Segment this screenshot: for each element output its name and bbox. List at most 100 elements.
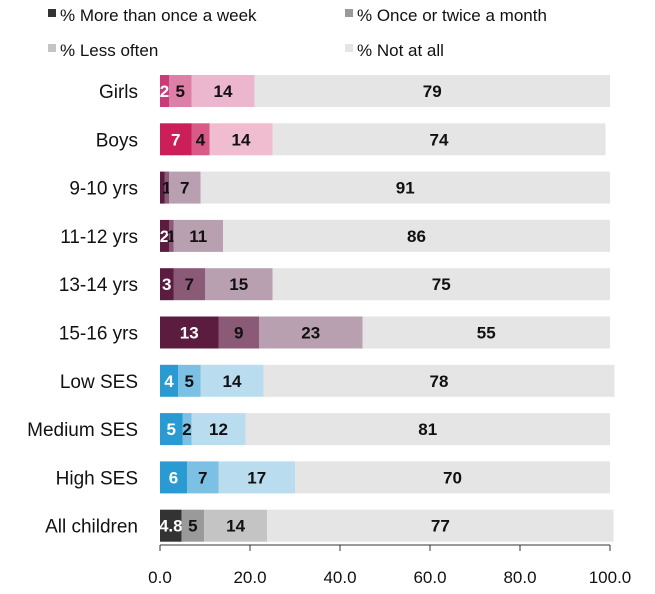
data-label: 7 <box>180 179 189 198</box>
x-tick-label: 40.0 <box>323 568 356 587</box>
x-tick-label: 20.0 <box>233 568 266 587</box>
bar-segment <box>218 461 295 494</box>
x-tick-label: 80.0 <box>503 568 536 587</box>
bar-segment <box>272 268 610 301</box>
data-label: 14 <box>232 130 251 149</box>
bar-segment <box>181 509 205 542</box>
legend: % More than once a week % Once or twice a… <box>48 6 547 60</box>
category-label: 15-16 yrs <box>59 324 138 345</box>
bar-segment <box>160 219 169 252</box>
bar-segment <box>160 123 192 156</box>
data-label: 11 <box>189 227 207 246</box>
x-tick-label: 100.0 <box>589 568 632 587</box>
data-label: 14 <box>223 372 242 391</box>
data-label: 5 <box>188 517 197 536</box>
data-label: 14 <box>226 517 245 536</box>
data-label: 7 <box>185 275 194 294</box>
bar-segment <box>169 171 201 204</box>
bar-segment <box>259 316 363 349</box>
x-axis: 0.0 20.0 40.0 60.0 80.0 100.0 <box>148 544 632 587</box>
category-label: All children <box>45 517 138 538</box>
data-label: 5 <box>167 420 176 439</box>
data-label: 78 <box>430 372 449 391</box>
bar-segment <box>169 219 174 252</box>
bar-segment <box>173 219 223 252</box>
bar-segment <box>178 364 201 397</box>
category-label: Boys <box>96 130 138 151</box>
category-label: 13-14 yrs <box>59 275 138 296</box>
bar-segment <box>160 461 187 494</box>
data-label: 1 <box>167 227 176 246</box>
bar-segment <box>362 316 610 349</box>
legend-entry: % Once or twice a month <box>357 6 547 25</box>
x-tick-label: 0.0 <box>148 568 172 587</box>
bar-segment <box>191 75 255 107</box>
bar-segment <box>191 413 246 446</box>
bar-segment <box>267 509 614 542</box>
bar-segment <box>160 364 178 397</box>
bar-segment <box>160 316 219 349</box>
data-label: 15 <box>229 275 248 294</box>
legend-swatch <box>345 9 353 17</box>
bar-segment <box>191 123 210 156</box>
category-labels: Girls Boys 9-10 yrs 11-12 yrs 13-14 yrs 15-16… <box>27 82 138 538</box>
x-tick-label: 60.0 <box>413 568 446 587</box>
bar-segment <box>173 268 205 301</box>
data-label: 86 <box>407 227 426 246</box>
bar-segment <box>164 171 169 204</box>
bar-segment <box>223 219 610 252</box>
legend-entry: % More than once a week <box>60 6 257 25</box>
bar-segment <box>295 461 610 494</box>
category-label: 11-12 yrs <box>60 227 138 248</box>
data-label: 4.8 <box>159 517 183 536</box>
bar-segment <box>272 123 606 156</box>
bar-segment <box>204 509 268 542</box>
category-label: Girls <box>99 82 138 103</box>
data-label: 5 <box>185 372 194 391</box>
bar-segment <box>160 171 165 204</box>
category-label: Medium SES <box>27 420 138 441</box>
data-label: 7 <box>198 468 207 487</box>
bar-segment <box>160 413 183 446</box>
data-label: 4 <box>196 130 206 149</box>
data-label: 4 <box>164 372 174 391</box>
bar-segment <box>200 171 610 204</box>
bar-segment <box>200 364 264 397</box>
data-label: 70 <box>443 468 462 487</box>
data-label: 12 <box>209 420 228 439</box>
data-label: 77 <box>431 517 450 536</box>
legend-swatch <box>48 44 56 52</box>
bar-segment <box>187 461 219 494</box>
data-label: 81 <box>418 420 437 439</box>
data-label: 75 <box>432 275 451 294</box>
data-label: 2 <box>160 82 169 101</box>
data-label: 2 <box>182 420 191 439</box>
bar-segment <box>209 123 273 156</box>
data-label: 55 <box>477 324 496 343</box>
data-label: 74 <box>430 130 449 149</box>
bar-segment <box>218 316 259 349</box>
bar-segment <box>205 268 273 301</box>
bar-segment <box>160 509 182 542</box>
data-label: 3 <box>162 275 171 294</box>
bar-segment <box>182 413 192 446</box>
data-label: 14 <box>214 82 233 101</box>
bar-segment <box>160 75 169 107</box>
data-label: 6 <box>169 468 178 487</box>
data-label: 13 <box>180 324 199 343</box>
bar-segment <box>160 268 174 301</box>
data-label: 79 <box>423 82 442 101</box>
bar-segment <box>169 75 192 107</box>
data-label: 17 <box>247 468 266 487</box>
bar-segment <box>263 364 615 397</box>
bar-segment <box>254 75 610 107</box>
data-label: 7 <box>171 130 180 149</box>
category-label: High SES <box>56 468 138 489</box>
data-label: 1 <box>162 179 171 198</box>
legend-swatch <box>48 9 56 17</box>
category-label: Low SES <box>60 372 138 393</box>
data-label: 23 <box>301 324 320 343</box>
data-label: 9 <box>234 324 243 343</box>
